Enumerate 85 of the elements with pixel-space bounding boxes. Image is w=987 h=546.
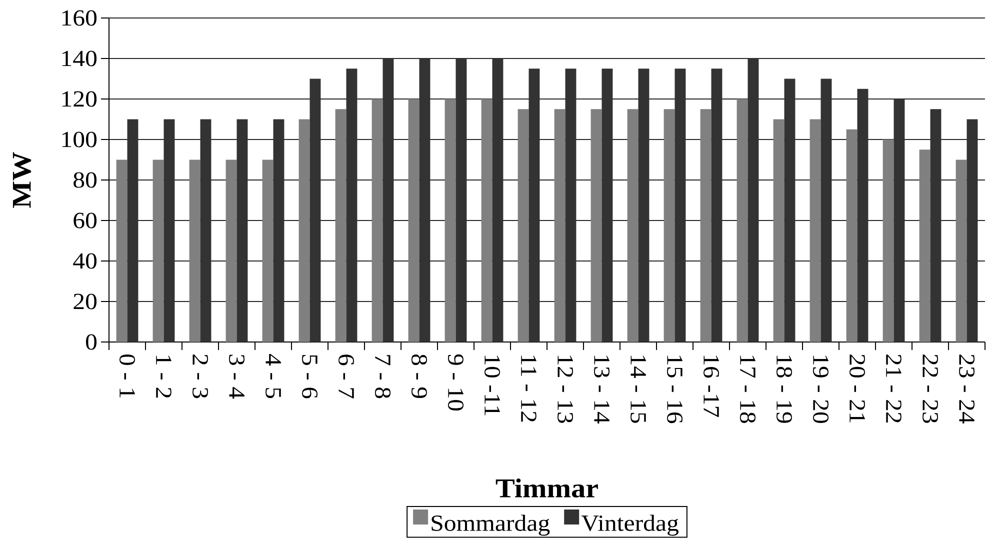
legend-label: Sommardag (432, 514, 550, 536)
x-tick-label: 0 - 1 (119, 354, 136, 398)
x-tick-label: 15 - 16 (667, 356, 682, 424)
y-tick-label: 120 (62, 91, 97, 107)
bar (700, 109, 712, 342)
x-tick-label: 10 -11 (484, 356, 500, 416)
bar (810, 119, 821, 342)
x-tick-label: 5 - 6 (302, 354, 318, 398)
bar (919, 150, 930, 342)
bar (894, 99, 905, 342)
x-tick-label: 23 - 24 (959, 354, 974, 424)
bar (164, 119, 175, 342)
x-tick-label: 8 - 9 (412, 354, 428, 398)
y-tick-label: 20 (74, 294, 97, 310)
x-tick-label: 22 - 23 (922, 354, 938, 423)
x-tick-label: 12 - 13 (558, 356, 573, 423)
bar (189, 160, 200, 342)
bar (116, 160, 128, 342)
bar (966, 119, 978, 342)
bar (528, 68, 540, 342)
bar (262, 160, 274, 342)
y-axis-title: MW (12, 152, 32, 208)
bar (565, 68, 576, 342)
x-tick-label: 14 - 15 (630, 356, 646, 423)
y-tick-label: 40 (73, 253, 97, 269)
bar (200, 119, 212, 342)
bar (310, 78, 321, 342)
y-tick-label: 140 (62, 50, 97, 66)
bar (590, 109, 602, 342)
x-tick-label: 9 - 10 (448, 354, 464, 411)
bar (930, 109, 942, 342)
x-tick-label: 19 - 20 (813, 356, 829, 423)
x-tick-label: 20 - 21 (850, 354, 866, 422)
x-tick-label: 3 - 4 (229, 354, 244, 399)
x-tick-label: 2 - 3 (192, 354, 208, 398)
bar (664, 109, 675, 342)
bar (273, 119, 284, 342)
legend-label: Vinterdag (581, 514, 678, 536)
y-tick-label: 0 (86, 334, 97, 350)
x-tick-label: 13 - 14 (594, 356, 610, 424)
x-tick-label: 7 - 8 (375, 355, 391, 398)
x-tick-label: 17 - 18 (740, 356, 756, 423)
bar (408, 99, 420, 342)
bar (638, 68, 650, 342)
bar (627, 109, 638, 342)
x-tick-label: 16 -17 (704, 356, 719, 417)
y-tick-label: 100 (62, 132, 97, 148)
bar (554, 109, 566, 342)
x-tick-label: 11 - 12 (521, 356, 536, 422)
bar (456, 58, 467, 342)
bar (956, 160, 967, 342)
bar (298, 119, 310, 342)
x-axis-title: Timmar (496, 478, 598, 498)
bar (773, 119, 784, 342)
bar (481, 99, 492, 342)
bar (602, 68, 613, 342)
bar (846, 129, 858, 342)
bar (736, 99, 748, 342)
x-tick-label: 4 - 5 (266, 354, 281, 398)
y-tick-label: 160 (62, 10, 97, 26)
bar (335, 109, 346, 342)
bar (226, 160, 237, 342)
bar (882, 140, 894, 342)
bar (711, 68, 722, 342)
bar (419, 58, 430, 342)
x-tick-label: 18 - 19 (776, 356, 792, 423)
y-tick-label: 80 (74, 172, 97, 188)
bar (444, 99, 456, 342)
x-tick-label: 1 - 2 (156, 356, 172, 398)
bar (820, 78, 832, 342)
bar (857, 88, 868, 342)
x-tick-label: 21 - 22 (886, 354, 902, 423)
x-tick-label: 6 - 7 (338, 354, 354, 398)
bar (236, 119, 248, 342)
bar (784, 78, 796, 342)
bar (372, 99, 383, 342)
bar (127, 119, 138, 342)
bar (492, 58, 504, 342)
bar (748, 58, 759, 342)
bar (518, 109, 529, 342)
bar (674, 68, 686, 342)
bar (382, 58, 394, 342)
bar (152, 160, 164, 342)
y-tick-label: 60 (74, 212, 97, 228)
bar (346, 68, 358, 342)
